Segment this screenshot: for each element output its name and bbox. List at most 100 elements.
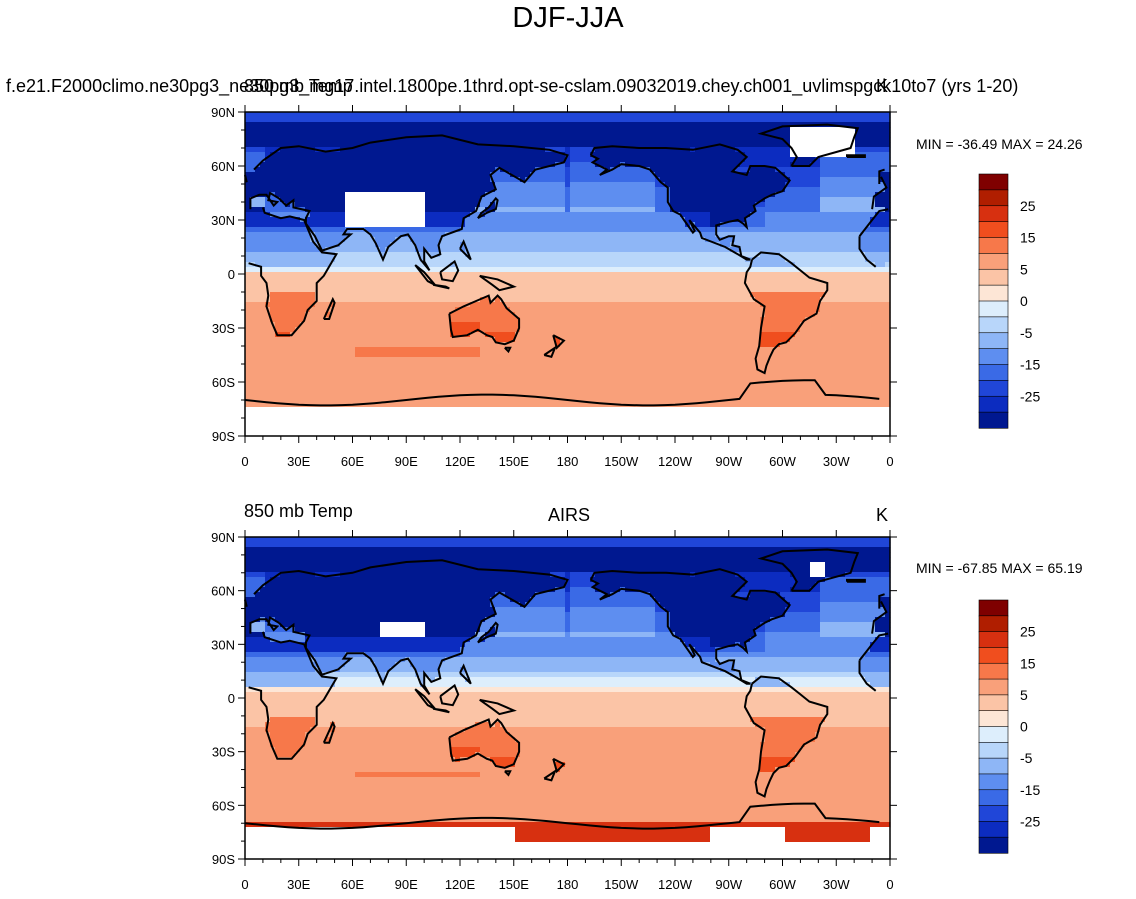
heatmap-cell (360, 202, 366, 208)
heatmap-cell (855, 117, 861, 123)
heatmap-cell (450, 152, 456, 158)
heatmap-cell (525, 282, 531, 288)
heatmap-cell (860, 232, 866, 238)
heatmap-cell (630, 257, 636, 263)
heatmap-cell (370, 292, 376, 298)
heatmap-cell (565, 282, 571, 288)
heatmap-cell (695, 177, 701, 183)
heatmap-cell (255, 247, 261, 253)
heatmap-cell (685, 127, 691, 133)
heatmap-cell (280, 112, 286, 118)
heatmap-cell (880, 127, 886, 133)
heatmap-cell (750, 217, 756, 223)
heatmap-cell (415, 292, 421, 298)
heatmap-cell (685, 292, 691, 298)
heatmap-cell (410, 212, 416, 218)
heatmap-cell (535, 112, 541, 118)
heatmap-cell (515, 247, 521, 253)
heatmap-cell (850, 292, 856, 298)
heatmap-cell (370, 287, 376, 293)
heatmap-cell (360, 182, 366, 188)
heatmap-cell (735, 297, 741, 303)
heatmap-cell (690, 137, 696, 143)
heatmap-cell (415, 272, 421, 278)
heatmap-cell (670, 212, 676, 218)
heatmap-cell (570, 257, 576, 263)
heatmap-cell (605, 172, 611, 178)
heatmap-cell (370, 157, 376, 163)
heatmap-cell (460, 212, 466, 218)
heatmap-cell (720, 147, 726, 153)
heatmap-cell (835, 182, 841, 188)
heatmap-cell (730, 262, 736, 268)
heatmap-cell (430, 242, 436, 248)
heatmap-cell (685, 227, 691, 233)
heatmap-cell (515, 227, 521, 233)
heatmap-cell (860, 162, 866, 168)
heatmap-cell (760, 152, 766, 158)
heatmap-cell (550, 242, 556, 248)
heatmap-cell (675, 167, 681, 173)
heatmap-cell (600, 247, 606, 253)
heatmap-cell (720, 202, 726, 208)
heatmap-cell (590, 217, 596, 223)
heatmap-cell (445, 222, 451, 228)
heatmap-cell (705, 202, 711, 208)
heatmap-cell (785, 192, 791, 198)
heatmap-cell (470, 132, 476, 138)
heatmap-cell (640, 227, 646, 233)
heatmap-cell (570, 272, 576, 278)
heatmap-cell (340, 162, 346, 168)
heatmap-cell (535, 287, 541, 293)
heatmap-cell (690, 127, 696, 133)
heatmap-cell (515, 287, 521, 293)
heatmap-cell (750, 167, 756, 173)
heatmap-cell (470, 202, 476, 208)
heatmap-cell (405, 162, 411, 168)
heatmap-cell (425, 122, 431, 128)
heatmap-cell (665, 267, 671, 273)
heatmap-cell (395, 142, 401, 148)
heatmap-cell (275, 207, 281, 213)
heatmap-cell (250, 162, 256, 168)
heatmap-cell (820, 232, 826, 238)
heatmap-cell (405, 292, 411, 298)
heatmap-cell (480, 182, 486, 188)
heatmap-cell (380, 242, 386, 248)
heatmap-cell (590, 122, 596, 128)
heatmap-cell (785, 167, 791, 173)
heatmap-cell (595, 192, 601, 198)
heatmap-cell (715, 197, 721, 203)
heatmap-cell (620, 277, 626, 283)
heatmap-cell (475, 237, 481, 243)
heatmap-cell (485, 207, 491, 213)
heatmap-cell (860, 212, 866, 218)
heatmap-cell (530, 287, 536, 293)
heatmap-cell (600, 252, 606, 258)
heatmap-cell (870, 282, 876, 288)
heatmap-cell (600, 177, 606, 183)
heatmap-cell (295, 117, 301, 123)
heatmap-cell (855, 112, 861, 118)
heatmap-cell (400, 222, 406, 228)
heatmap-cell (405, 157, 411, 163)
heatmap-cell (515, 257, 521, 263)
heatmap-cell (685, 217, 691, 223)
heatmap-cell (785, 252, 791, 258)
heatmap-cell (745, 142, 751, 148)
heatmap-cell (750, 272, 756, 278)
heatmap-cell (685, 282, 691, 288)
heatmap-cell (510, 247, 516, 253)
heatmap-cell (830, 282, 836, 288)
heatmap-cell (605, 262, 611, 268)
heatmap-cell (840, 162, 846, 168)
heatmap-cell (500, 217, 506, 223)
heatmap-cell (600, 137, 606, 143)
heatmap-cell (610, 212, 616, 218)
heatmap-cell (820, 167, 826, 173)
heatmap-cell (465, 177, 471, 183)
heatmap-cell (745, 217, 751, 223)
heatmap-cell (635, 192, 641, 198)
heatmap-cell (575, 207, 581, 213)
heatmap-cell (340, 257, 346, 263)
